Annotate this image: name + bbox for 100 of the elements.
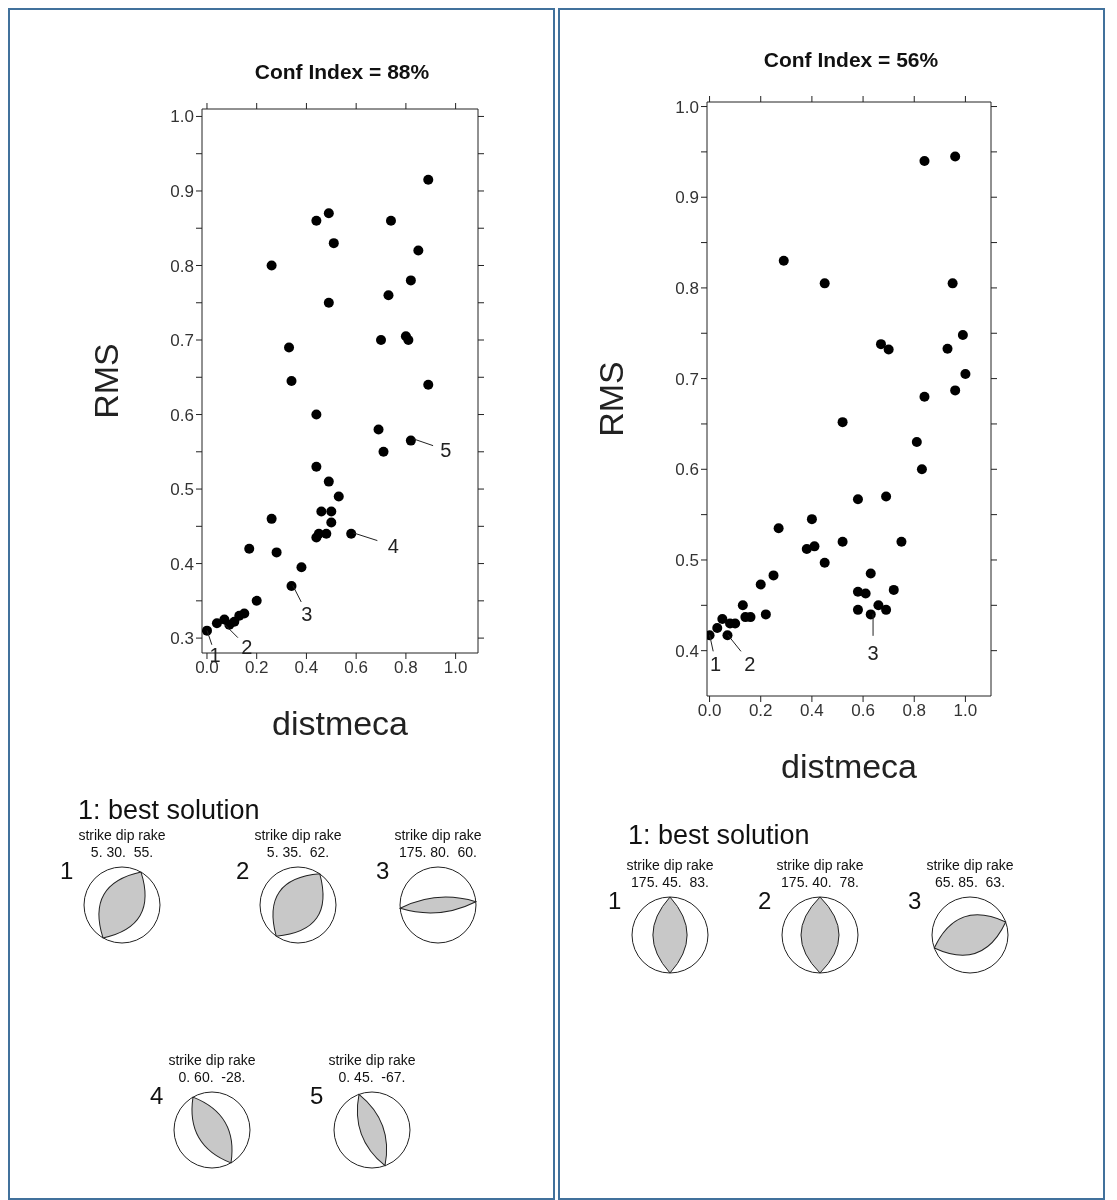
annotation: 4 xyxy=(387,534,399,557)
x-tick-label: 0.8 xyxy=(902,701,927,721)
point xyxy=(311,409,322,420)
y-tick-label: 0.3 xyxy=(170,629,194,649)
y-tick-label: 0.7 xyxy=(170,331,194,351)
annotation: 2 xyxy=(241,636,253,659)
point xyxy=(873,600,884,611)
point xyxy=(244,543,255,554)
x-tick-label: 0.2 xyxy=(748,701,773,721)
y-tick-label: 0.8 xyxy=(170,256,194,276)
text: 4 xyxy=(150,1082,164,1110)
x-tick-label: 1.0 xyxy=(443,658,468,678)
point xyxy=(284,342,295,353)
text: 1: best solution xyxy=(78,795,260,826)
y-tick-label: 1.0 xyxy=(675,97,699,117)
text: 1 xyxy=(60,857,74,885)
text: 5 xyxy=(310,1082,324,1110)
point xyxy=(881,491,892,502)
x-tick-label: 0.4 xyxy=(800,701,824,721)
y-tick-label: 0.4 xyxy=(170,554,194,574)
x-tick-label: 0.6 xyxy=(851,701,875,721)
text: strike dip rake xyxy=(327,1052,417,1069)
y-tick-label: 1.0 xyxy=(170,107,194,127)
chart-title: Conf Index = 88% xyxy=(253,60,431,84)
text: 175. 45. 83. xyxy=(631,874,709,890)
text: 175. 40. 78. xyxy=(781,874,859,890)
text: strike dip rake xyxy=(775,857,865,874)
text: strike dip rake xyxy=(925,857,1015,874)
point xyxy=(311,215,322,226)
x-tick-label: 1.0 xyxy=(953,701,978,721)
text: strike dip rake xyxy=(167,1052,257,1069)
text: strike dip rake xyxy=(393,827,483,844)
point xyxy=(875,339,886,350)
point xyxy=(865,568,876,579)
text: 175. 80. 60. xyxy=(399,844,477,860)
point xyxy=(888,584,899,595)
point xyxy=(286,376,297,386)
point xyxy=(423,174,434,185)
x-tick-label: 0.8 xyxy=(394,658,418,678)
point xyxy=(778,255,789,266)
point xyxy=(326,506,337,517)
text: 5. 30. 55. xyxy=(90,844,154,860)
point xyxy=(881,604,892,615)
point xyxy=(837,417,848,428)
point xyxy=(328,238,339,249)
y-tick-label: 0.6 xyxy=(675,460,699,480)
y-tick-label: 0.5 xyxy=(170,480,194,500)
point xyxy=(323,476,334,487)
point xyxy=(950,385,961,396)
point xyxy=(819,557,830,568)
point xyxy=(266,513,277,524)
point xyxy=(760,609,771,620)
point xyxy=(737,600,748,611)
point xyxy=(211,618,222,629)
point xyxy=(852,494,863,505)
text: strike dip rake xyxy=(625,857,715,874)
point xyxy=(896,536,907,547)
point xyxy=(323,297,334,308)
point xyxy=(950,151,961,162)
y-axis-title: RMS xyxy=(87,343,126,419)
annotation: 3 xyxy=(301,603,313,626)
y-tick-label: 0.4 xyxy=(675,641,699,661)
point xyxy=(809,541,820,552)
point xyxy=(947,278,958,289)
point xyxy=(768,570,779,581)
y-axis-title: RMS xyxy=(592,361,631,437)
point xyxy=(323,208,334,219)
point xyxy=(202,625,212,636)
point xyxy=(852,604,863,615)
point xyxy=(316,506,327,517)
point xyxy=(413,245,424,256)
point xyxy=(806,514,817,525)
point xyxy=(296,562,307,573)
text: 0. 60. -28. xyxy=(178,1069,246,1085)
text: 3 xyxy=(908,887,922,915)
point xyxy=(712,622,723,633)
point xyxy=(942,343,953,354)
point xyxy=(919,155,930,166)
point xyxy=(801,544,812,555)
point xyxy=(286,580,297,591)
y-tick-label: 0.8 xyxy=(675,278,699,298)
x-tick-label: 0.6 xyxy=(344,658,368,678)
annotation: 1 xyxy=(710,652,722,675)
point xyxy=(376,335,387,346)
point xyxy=(916,464,927,475)
point xyxy=(957,330,968,341)
x-axis-title: distmeca xyxy=(271,704,409,742)
point xyxy=(333,491,344,502)
y-tick-label: 0.5 xyxy=(675,551,699,570)
point xyxy=(373,424,384,435)
point xyxy=(378,446,389,457)
annotation: 3 xyxy=(867,641,879,664)
x-tick-label: 0.2 xyxy=(244,658,269,678)
text: strike dip rake xyxy=(77,827,167,844)
text: 0. 45. -67. xyxy=(338,1069,406,1085)
y-tick-label: 0.9 xyxy=(170,182,194,202)
point xyxy=(321,528,332,539)
point xyxy=(346,528,357,539)
point xyxy=(383,290,394,301)
text: 65. 85. 63. xyxy=(934,874,1006,890)
